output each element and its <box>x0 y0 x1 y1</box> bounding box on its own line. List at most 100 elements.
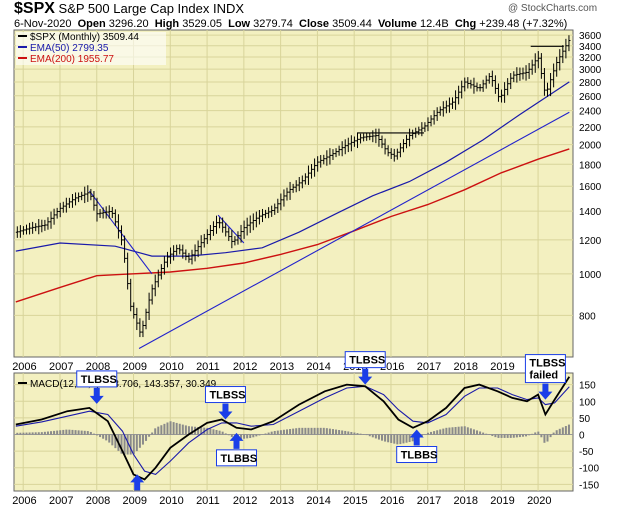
macd-histogram-bar <box>564 425 567 435</box>
macd-histogram-bar <box>120 434 123 454</box>
price-x-tick-label: 2012 <box>233 361 257 373</box>
macd-histogram-bar <box>509 434 512 438</box>
macd-histogram-bar <box>347 431 350 435</box>
price-x-tick-label: 2007 <box>49 361 73 373</box>
macd-histogram-bar <box>53 430 56 435</box>
macd-y-tick-label: 0 <box>579 430 585 441</box>
macd-histogram-bar <box>187 426 190 435</box>
macd-histogram-bar <box>491 434 494 437</box>
macd-histogram-bar <box>212 429 215 435</box>
macd-histogram-bar <box>65 429 68 435</box>
legend-macd: MACD(12,26,9) 173.706, 143.357, 30.349 <box>30 379 217 390</box>
macd-histogram-bar <box>534 432 537 435</box>
macd-histogram-bar <box>16 432 19 435</box>
price-x-tick-label: 2018 <box>454 361 478 373</box>
macd-y-tick-label: -50 <box>579 447 594 458</box>
macd-histogram-bar <box>151 432 154 435</box>
quote-date: 6-Nov-2020 <box>14 18 72 30</box>
price-y-tick-label: 2000 <box>579 141 602 152</box>
macd-histogram-bar <box>561 427 564 435</box>
macd-histogram-bar <box>331 429 334 435</box>
macd-histogram-bar <box>472 429 475 435</box>
macd-histogram-bar <box>240 434 243 440</box>
price-y-tick-label: 1800 <box>579 160 602 171</box>
legend-bg <box>16 43 166 54</box>
macd-histogram-bar <box>525 434 528 437</box>
annotation-arrow-down <box>538 383 553 400</box>
macd-x-tick-label: 2006 <box>12 495 36 507</box>
macd-histogram-bar <box>252 434 255 438</box>
macd-histogram-bar <box>249 434 252 439</box>
macd-histogram-bar <box>221 431 224 435</box>
macd-histogram-bar <box>74 430 77 435</box>
low-value: 3279.74 <box>253 18 293 30</box>
macd-histogram-bar <box>50 431 53 435</box>
macd-y-tick-label: -150 <box>579 480 599 491</box>
price-x-tick-label: 2010 <box>159 361 183 373</box>
macd-histogram-bar <box>19 432 22 435</box>
macd-histogram-bar <box>341 430 344 435</box>
macd-histogram-bar <box>200 427 203 435</box>
macd-histogram-bar <box>227 434 230 436</box>
macd-histogram-bar <box>494 434 497 438</box>
annotation-callout <box>396 446 438 464</box>
price-y-tick-label: 3600 <box>579 31 602 42</box>
macd-histogram-bar <box>37 432 40 435</box>
macd-histogram-bar <box>59 430 62 435</box>
macd-histogram-bar <box>411 434 414 442</box>
header-line-2: 6-Nov-2020 Open 3296.20 High 3529.05 Low… <box>14 18 567 30</box>
annotation-label: TLBSS <box>209 390 245 402</box>
macd-histogram-bar <box>31 432 34 435</box>
macd-x-tick-label: 2020 <box>527 495 551 507</box>
open-label: Open <box>77 18 106 30</box>
macd-histogram-bar <box>157 426 160 435</box>
macd-histogram-bar <box>390 434 393 443</box>
macd-histogram-bar <box>28 432 31 435</box>
trendline <box>88 190 153 275</box>
macd-histogram-bar <box>114 434 117 449</box>
macd-histogram-bar <box>482 432 485 435</box>
macd-x-tick-label: 2019 <box>490 495 514 507</box>
price-y-tick-label: 3400 <box>579 42 602 53</box>
macd-histogram-bar <box>215 429 218 435</box>
macd-histogram-bar <box>40 432 43 435</box>
macd-histogram-bar <box>316 427 319 435</box>
macd-histogram-bar <box>276 430 279 435</box>
macd-histogram-bar <box>209 428 212 435</box>
high-value: 3529.05 <box>182 18 222 30</box>
macd-histogram-bar <box>546 434 549 442</box>
macd-histogram-bar <box>224 433 227 435</box>
macd-histogram-bar <box>454 426 457 435</box>
macd-x-tick-label: 2010 <box>159 495 183 507</box>
macd-histogram-bar <box>83 430 86 435</box>
annotation-arrow-down <box>89 387 104 404</box>
macd-histogram-bar <box>436 430 439 435</box>
macd-histogram-bar <box>433 431 436 435</box>
macd-histogram-bar <box>460 426 463 435</box>
macd-histogram-bar <box>22 432 25 435</box>
macd-histogram-bar <box>206 427 209 435</box>
macd-histogram-bar <box>190 426 193 435</box>
annotation-arrow-down <box>358 368 373 385</box>
legend-ema200: EMA(200) 1955.77 <box>30 54 114 65</box>
price-y-tick-label: 1000 <box>579 270 602 281</box>
macd-histogram-bar <box>528 434 531 436</box>
macd-histogram-bar <box>43 431 46 435</box>
macd-histogram-bar <box>89 431 92 435</box>
macd-x-tick-label: 2007 <box>49 495 73 507</box>
macd-histogram-bar <box>531 433 534 435</box>
macd-x-tick-label: 2011 <box>196 495 220 507</box>
price-x-tick-label: 2013 <box>270 361 294 373</box>
macd-histogram-bar <box>503 434 506 438</box>
macd-x-tick-label: 2009 <box>123 495 147 507</box>
close-value: 3509.44 <box>332 18 372 30</box>
macd-histogram-bar <box>62 429 65 435</box>
macd-histogram-bar <box>279 430 282 435</box>
macd-histogram-bar <box>555 430 558 435</box>
price-y-tick-label: 1600 <box>579 182 602 193</box>
chg-label: Chg <box>454 18 477 30</box>
macd-histogram-bar <box>512 434 515 438</box>
macd-histogram-bar <box>307 427 310 435</box>
annotation-arrow-up <box>229 432 244 449</box>
macd-histogram-bar <box>374 434 377 439</box>
